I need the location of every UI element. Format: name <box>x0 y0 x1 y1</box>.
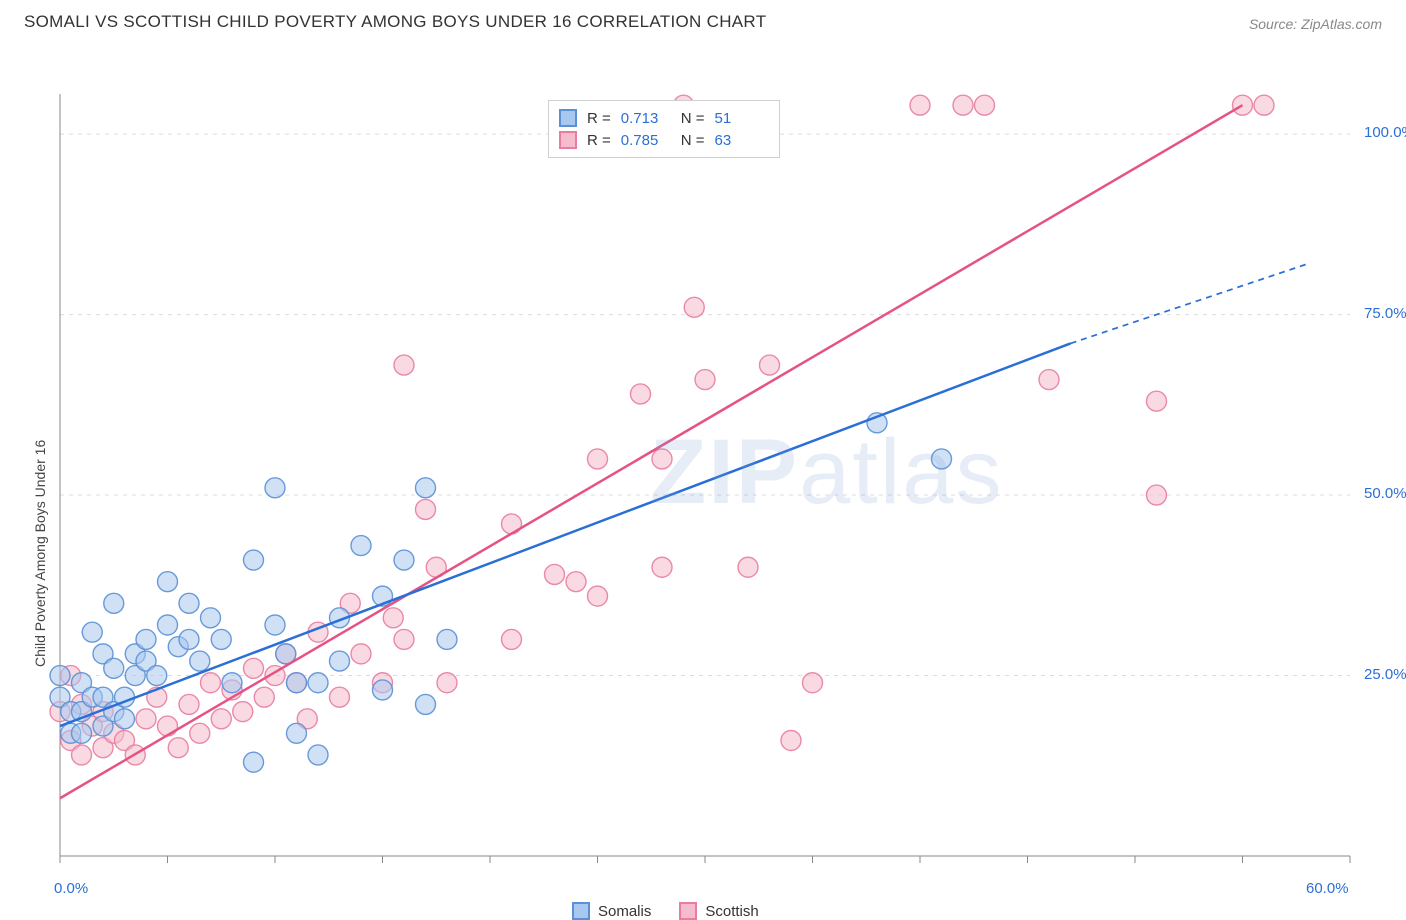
legend-swatch-scottish <box>559 131 577 149</box>
scatter-chart-svg <box>0 40 1406 890</box>
legend-stats-box: R = 0.713 N = 51 R = 0.785 N = 63 <box>548 100 780 158</box>
bottom-legend-item-somalis: Somalis <box>572 902 651 920</box>
y-tick-label: 50.0% <box>1364 485 1406 502</box>
y-tick-label: 100.0% <box>1364 124 1406 141</box>
r-label: R = <box>587 132 611 149</box>
legend-swatch-scottish-bottom <box>679 902 697 920</box>
legend-stats-row-scottish: R = 0.785 N = 63 <box>559 129 765 151</box>
n-value-somalis: 51 <box>715 110 765 127</box>
bottom-legend-item-scottish: Scottish <box>679 902 758 920</box>
y-axis-label: Child Poverty Among Boys Under 16 <box>32 439 48 666</box>
n-value-scottish: 63 <box>715 132 765 149</box>
r-value-somalis: 0.713 <box>621 110 671 127</box>
r-value-scottish: 0.785 <box>621 132 671 149</box>
chart-title: SOMALI VS SCOTTISH CHILD POVERTY AMONG B… <box>24 12 766 32</box>
legend-swatch-somalis-bottom <box>572 902 590 920</box>
legend-swatch-somalis <box>559 109 577 127</box>
x-tick-label: 0.0% <box>54 880 88 897</box>
y-tick-label: 75.0% <box>1364 305 1406 322</box>
n-label: N = <box>681 110 705 127</box>
y-tick-label: 25.0% <box>1364 666 1406 683</box>
x-tick-label: 60.0% <box>1306 880 1349 897</box>
chart-area: ZIPatlas R = 0.713 N = 51 R = 0.785 N = … <box>0 40 1406 890</box>
bottom-legend-label-scottish: Scottish <box>705 903 758 920</box>
bottom-legend: Somalis Scottish <box>572 902 759 920</box>
legend-stats-row-somalis: R = 0.713 N = 51 <box>559 107 765 129</box>
bottom-legend-label-somalis: Somalis <box>598 903 651 920</box>
source-attribution: Source: ZipAtlas.com <box>1249 16 1382 32</box>
r-label: R = <box>587 110 611 127</box>
n-label: N = <box>681 132 705 149</box>
